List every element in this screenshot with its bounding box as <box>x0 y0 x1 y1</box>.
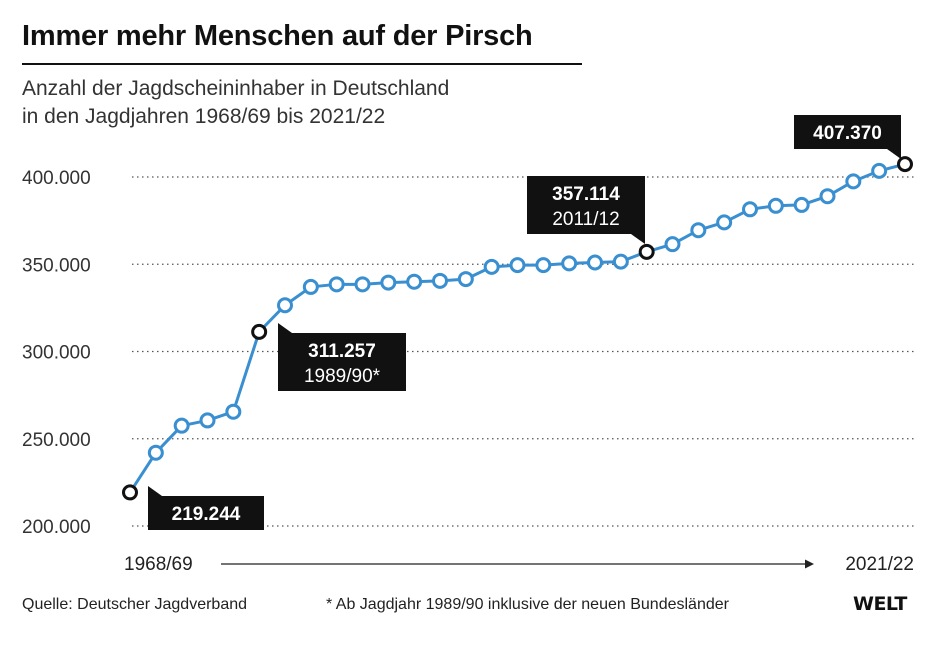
x-start-label: 1968/69 <box>124 554 193 575</box>
data-point <box>147 444 164 461</box>
subtitle-line-2: in den Jagdjahren 1968/69 bis 2021/22 <box>22 105 386 128</box>
callout-year: 1989/90* <box>304 366 381 387</box>
data-point <box>277 297 293 314</box>
series-points-layer <box>122 156 913 501</box>
callout-value: 357.114 <box>552 184 620 205</box>
data-point <box>406 273 423 290</box>
callout: 219.244 <box>148 486 264 530</box>
footnote: * Ab Jagdjahr 1989/90 inklusive der neue… <box>326 596 729 613</box>
chart-title: Immer mehr Menschen auf der Pirsch <box>22 20 533 52</box>
data-point <box>199 412 216 429</box>
callout-box <box>148 496 264 530</box>
callout-pointer <box>631 234 645 244</box>
data-point <box>871 162 888 179</box>
data-point <box>173 417 190 434</box>
data-point <box>845 173 862 190</box>
series-line <box>128 162 906 494</box>
callout: 407.370 <box>794 115 901 159</box>
data-point <box>690 222 707 239</box>
data-point <box>328 276 345 293</box>
callouts-layer: 219.244 311.257 1989/90* 357.114 2011/12 407.… <box>148 115 901 530</box>
data-point <box>561 255 578 272</box>
welt-logo: WELT <box>853 593 907 615</box>
callout-box <box>794 115 901 149</box>
data-point <box>587 254 603 271</box>
line-chart: 200.000 250.000 300.000 350.000 400.000 1968… <box>22 115 916 575</box>
data-point <box>457 271 474 288</box>
title-underline <box>22 63 582 65</box>
x-end-label: 2021/22 <box>845 554 914 575</box>
data-point <box>612 253 629 270</box>
data-point <box>509 257 526 274</box>
data-point <box>742 201 758 218</box>
y-tick-label: 350.000 <box>22 255 91 276</box>
grid-layer: 200.000 250.000 300.000 350.000 400.000 <box>22 168 916 538</box>
highlight-point <box>897 156 913 173</box>
data-point <box>535 257 552 274</box>
callout-value: 219.244 <box>172 504 241 525</box>
y-tick-label: 200.000 <box>22 517 91 538</box>
data-point <box>793 196 810 213</box>
y-tick-label: 400.000 <box>22 168 91 189</box>
highlight-point <box>251 323 268 340</box>
data-point <box>716 214 733 231</box>
subtitle-line-1: Anzahl der Jagdscheininhaber in Deutschl… <box>22 77 450 100</box>
data-point <box>767 197 784 214</box>
highlight-point <box>122 484 138 501</box>
callout-year: 2011/12 <box>552 209 619 230</box>
data-point <box>664 236 681 253</box>
data-point <box>432 272 448 289</box>
data-point <box>225 403 242 420</box>
data-point <box>354 276 371 293</box>
callout: 357.114 2011/12 <box>527 176 645 244</box>
data-point <box>380 274 397 291</box>
x-axis: 1968/69 2021/22 <box>124 554 914 575</box>
callout: 311.257 1989/90* <box>278 323 406 391</box>
callout-pointer <box>887 149 901 159</box>
callout-box <box>527 176 645 234</box>
series-line-layer <box>128 162 906 494</box>
callout-pointer <box>148 486 162 496</box>
data-point <box>819 188 836 205</box>
callout-value: 311.257 <box>308 341 376 362</box>
y-tick-label: 300.000 <box>22 343 91 364</box>
data-point <box>483 258 500 275</box>
y-tick-label: 250.000 <box>22 430 91 451</box>
callout-value: 407.370 <box>813 123 882 144</box>
data-point <box>302 278 319 295</box>
callout-box <box>278 333 406 391</box>
highlight-point <box>638 243 655 260</box>
source-note: Quelle: Deutscher Jagdverband <box>22 596 248 613</box>
x-axis-arrow-head <box>805 559 814 569</box>
chart-subtitle: Anzahl der Jagdscheininhaber in Deutschl… <box>22 75 642 131</box>
callout-pointer <box>278 323 292 333</box>
